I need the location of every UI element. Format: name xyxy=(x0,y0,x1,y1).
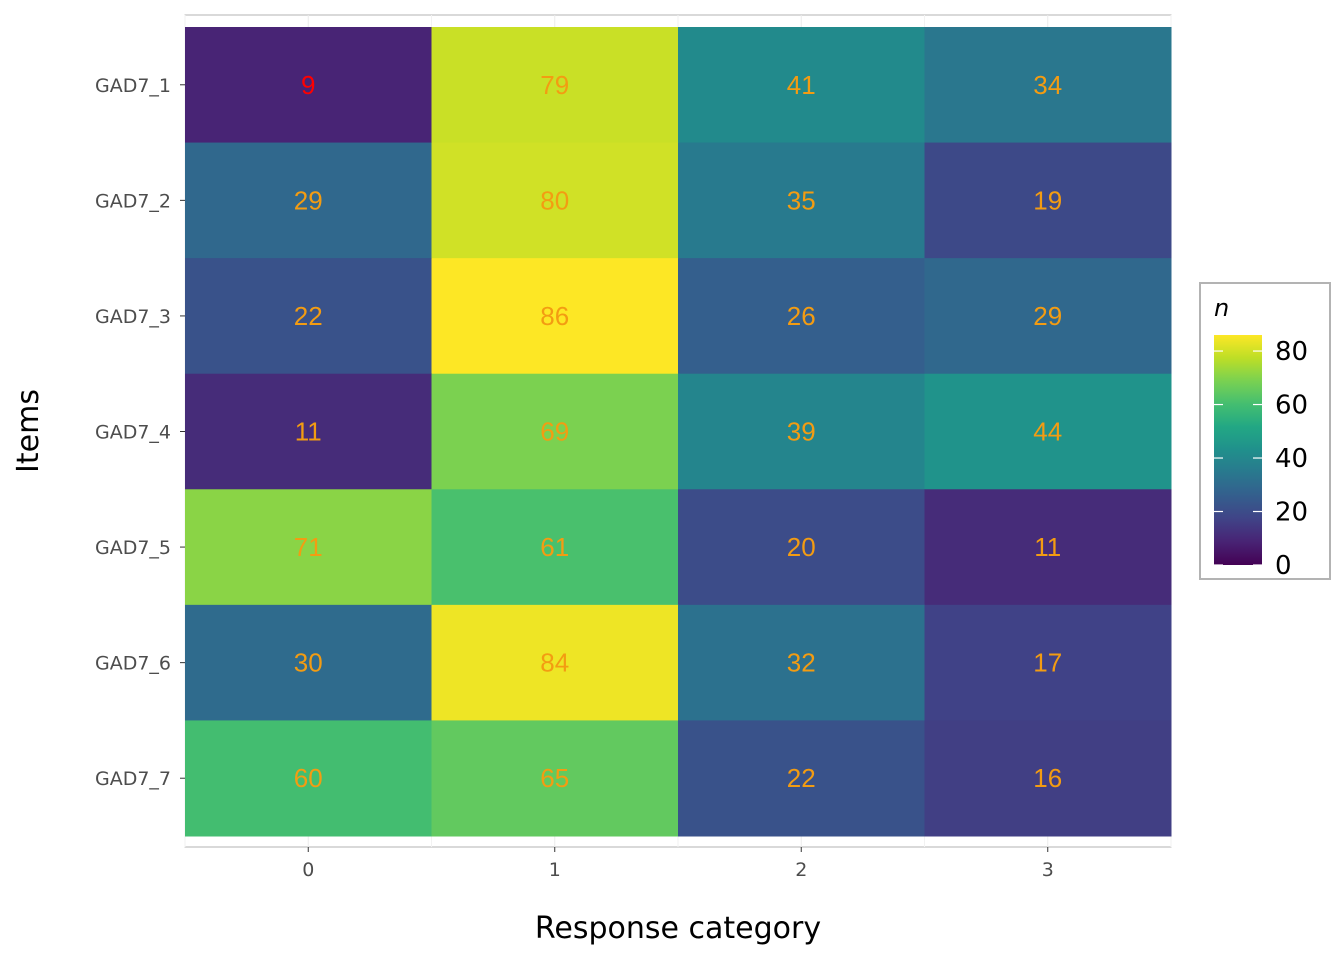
cell-value-label: 11 xyxy=(1034,532,1061,562)
legend-tick-label: 0 xyxy=(1275,551,1292,581)
y-axis-title: Items xyxy=(11,389,46,473)
y-tick-label: GAD7_6 xyxy=(95,653,171,675)
cell-value-label: 17 xyxy=(1033,648,1062,678)
x-axis-title: Response category xyxy=(535,911,821,946)
legend-tick-label: 40 xyxy=(1275,444,1308,474)
heatmap-cell xyxy=(678,373,925,490)
y-tick-label: GAD7_7 xyxy=(95,768,171,790)
cell-value-label: 22 xyxy=(787,763,816,793)
heatmap-cell xyxy=(924,27,1172,144)
cell-value-label: 29 xyxy=(1033,301,1062,331)
legend-tick-label: 80 xyxy=(1275,337,1308,367)
heatmap-cell xyxy=(678,720,925,837)
legend-ticks: 0 20 40 60 80 xyxy=(1214,337,1308,581)
legend-title: n xyxy=(1214,294,1229,322)
heatmap-cell xyxy=(431,489,679,606)
cell-value-label: 69 xyxy=(540,417,569,447)
heatmap-cell xyxy=(185,142,432,259)
cell-value-label: 80 xyxy=(540,185,569,215)
legend-tick-label: 20 xyxy=(1275,498,1308,528)
x-tick-label: 2 xyxy=(795,859,807,881)
cell-value-label: 35 xyxy=(787,185,816,215)
x-tick-label: 3 xyxy=(1042,859,1054,881)
y-tick-label: GAD7_3 xyxy=(95,306,171,328)
cell-value-label: 34 xyxy=(1033,70,1062,100)
cell-value-label: 11 xyxy=(295,417,322,447)
cell-value-label: 30 xyxy=(294,648,323,678)
cell-labels-layer: 9 79 41 34 29 80 35 19 22 86 26 29 11 69 39 44 71 61 20 11 3… xyxy=(294,70,1062,793)
y-tick-label: GAD7_4 xyxy=(95,422,171,444)
heatmap-cell xyxy=(924,373,1172,490)
cell-value-label: 9 xyxy=(301,70,315,100)
cells-layer xyxy=(185,27,1172,837)
cell-value-label: 16 xyxy=(1033,763,1062,793)
x-tick-label: 1 xyxy=(549,859,561,881)
heatmap-cell xyxy=(678,604,925,721)
cell-value-label: 84 xyxy=(540,648,569,678)
heatmap-cell xyxy=(185,720,432,837)
heatmap-cell xyxy=(924,720,1172,837)
heatmap-cell xyxy=(185,489,432,606)
heatmap-cell xyxy=(185,373,432,490)
heatmap-cell xyxy=(924,258,1172,375)
heatmap-cell xyxy=(431,720,679,837)
cell-value-label: 71 xyxy=(294,532,323,562)
legend-tick-label: 60 xyxy=(1275,391,1308,421)
heatmap-cell xyxy=(431,373,679,490)
heatmap-cell xyxy=(431,27,679,144)
legend: n 0 20 40 60 80 xyxy=(1199,282,1331,581)
y-tick-label: GAD7_2 xyxy=(95,190,171,212)
cell-value-label: 20 xyxy=(787,532,816,562)
heatmap-cell xyxy=(185,604,432,721)
heatmap-cell xyxy=(431,604,679,721)
heatmap-cell xyxy=(431,258,679,375)
heatmap-cell xyxy=(678,142,925,259)
y-tick-label: GAD7_5 xyxy=(95,537,171,559)
heatmap-cell xyxy=(431,142,679,259)
heatmap-cell xyxy=(678,489,925,606)
heatmap-cell xyxy=(185,27,432,144)
cell-value-label: 86 xyxy=(540,301,569,331)
cell-value-label: 65 xyxy=(540,763,569,793)
cell-value-label: 32 xyxy=(787,648,816,678)
heatmap-cell xyxy=(185,258,432,375)
heatmap-cell xyxy=(678,258,925,375)
cell-value-label: 22 xyxy=(294,301,323,331)
heatmap-cell xyxy=(924,142,1172,259)
cell-value-label: 26 xyxy=(787,301,816,331)
x-axis-ticks: 0 1 2 3 xyxy=(302,847,1054,881)
cell-value-label: 44 xyxy=(1033,417,1062,447)
y-tick-label: GAD7_1 xyxy=(95,75,171,97)
cell-value-label: 29 xyxy=(294,185,323,215)
y-axis-ticks: GAD7_1 GAD7_2 GAD7_3 GAD7_4 GAD7_5 GAD7_6 GAD7… xyxy=(95,75,185,790)
cell-value-label: 39 xyxy=(787,417,816,447)
heatmap-cell xyxy=(924,604,1172,721)
heatmap-cell xyxy=(924,489,1172,606)
cell-value-label: 61 xyxy=(540,532,569,562)
cell-value-label: 19 xyxy=(1033,185,1062,215)
cell-value-label: 79 xyxy=(540,70,569,100)
legend-colorbar xyxy=(1214,335,1262,565)
cell-value-label: 41 xyxy=(787,70,816,100)
heatmap-cell xyxy=(678,27,925,144)
x-tick-label: 0 xyxy=(302,859,314,881)
cell-value-label: 60 xyxy=(294,763,323,793)
